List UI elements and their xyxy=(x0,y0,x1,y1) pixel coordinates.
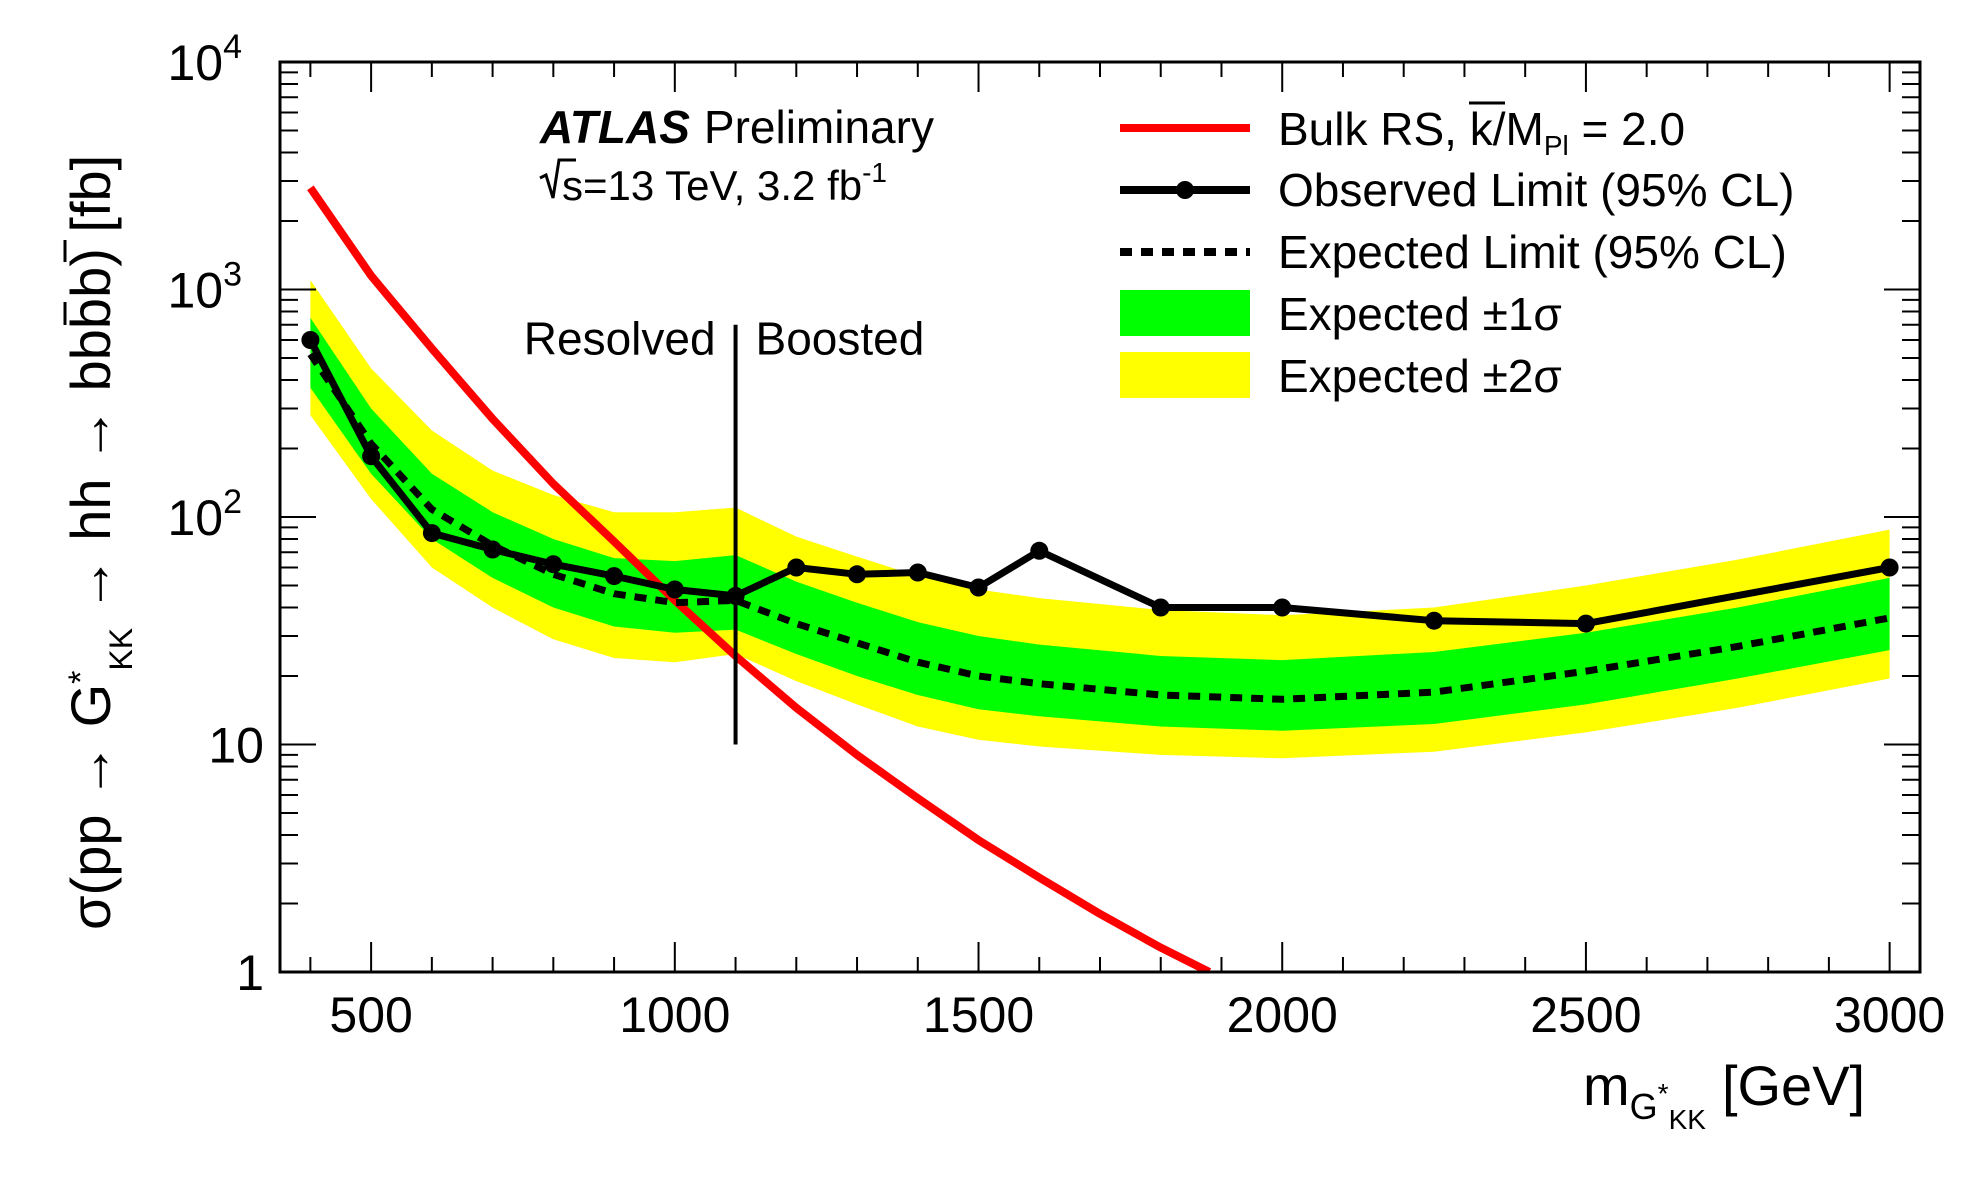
x-tick-label: 500 xyxy=(329,987,412,1043)
legend-label-observed: Observed Limit (95% CL) xyxy=(1278,164,1794,216)
legend-label-bulk: Bulk RS, k/MPl = 2.0 xyxy=(1278,103,1685,161)
observed-point xyxy=(1576,614,1595,633)
y-tick-label: 103 xyxy=(167,256,242,319)
y-tick-label: 104 xyxy=(167,28,242,91)
energy-s: s xyxy=(562,162,583,209)
y-tick-label: 10 xyxy=(208,718,264,774)
observed-point xyxy=(422,524,441,543)
observed-point xyxy=(787,558,806,577)
bulk-line xyxy=(307,185,1212,972)
y-axis-title-star: * xyxy=(62,671,100,684)
legend-symbol-band2 xyxy=(1120,352,1250,398)
x-tick-label: 2000 xyxy=(1227,987,1338,1043)
observed-point xyxy=(605,567,624,586)
energy-text: =13 TeV, 3.2 fb xyxy=(583,162,862,209)
x-tick-label: 2500 xyxy=(1530,987,1641,1043)
y-tick-label: 1 xyxy=(236,945,264,1001)
x-axis-title-sub2: KK xyxy=(1669,1104,1707,1135)
legend-observed-marker xyxy=(1176,181,1194,199)
observed-point xyxy=(301,331,320,349)
observed-point xyxy=(362,447,381,466)
observed-point xyxy=(1151,598,1170,617)
x-axis-title-star: * xyxy=(1658,1078,1669,1109)
atlas-label: ATLAS xyxy=(539,101,690,153)
legend-symbol-band1 xyxy=(1120,290,1250,336)
observed-point xyxy=(1030,541,1049,560)
observed-point xyxy=(969,578,988,597)
svg-text:s=13 TeV, 3.2 fb-1: s=13 TeV, 3.2 fb-1 xyxy=(562,157,887,209)
observed-line xyxy=(307,338,1891,628)
y-tick-label: 102 xyxy=(167,483,242,546)
status-label: Preliminary xyxy=(704,101,934,153)
legend-label-band2: Expected ±2σ xyxy=(1278,350,1562,402)
svg-text:σ(pp → G*KK → hh → bbbb) [fb]: σ(pp → G*KK → hh → bbbb) [fb] xyxy=(59,155,139,930)
x-tick-label: 1000 xyxy=(619,987,730,1043)
observed-point xyxy=(483,540,502,559)
resolved-label: Resolved xyxy=(524,313,716,365)
experiment-label: ATLAS Preliminary xyxy=(539,101,934,153)
energy-sup: -1 xyxy=(862,157,887,188)
x-tick-label: 1500 xyxy=(923,987,1034,1043)
observed-point xyxy=(1273,598,1292,617)
observed-point xyxy=(908,563,927,582)
observed-point xyxy=(848,565,866,584)
observed-point xyxy=(544,555,563,574)
y-axis-title: σ(pp → G*KK → hh → bbbb) [fb] xyxy=(59,155,139,930)
y-axis-title-kk: KK xyxy=(103,628,139,671)
x-tick-label: 3000 xyxy=(1834,987,1945,1043)
observed-point xyxy=(1425,611,1444,630)
x-axis-title-sub: G xyxy=(1630,1086,1658,1127)
observed-point xyxy=(1880,558,1899,577)
band2-band xyxy=(310,280,1890,759)
legend: Bulk RS, k/MPl = 2.0 Observed Limit (95%… xyxy=(1120,101,1794,402)
boosted-label: Boosted xyxy=(756,313,925,365)
observed-point xyxy=(665,580,684,599)
x-axis-title-unit: [GeV] xyxy=(1722,1054,1865,1117)
legend-label-band1: Expected ±1σ xyxy=(1278,288,1562,340)
energy-label: s=13 TeV, 3.2 fb-1 xyxy=(539,157,887,209)
y-axis-title-right: → hh → bbbb) [fb] xyxy=(59,155,122,628)
legend-label-bulk-tail: = 2.0 xyxy=(1569,103,1685,155)
legend-label-bulk-sub: Pl xyxy=(1544,130,1569,161)
x-axis-title: mG*KK[GeV] xyxy=(1583,1054,1865,1135)
legend-label-expected: Expected Limit (95% CL) xyxy=(1278,226,1787,278)
sqrt-icon xyxy=(539,158,576,199)
